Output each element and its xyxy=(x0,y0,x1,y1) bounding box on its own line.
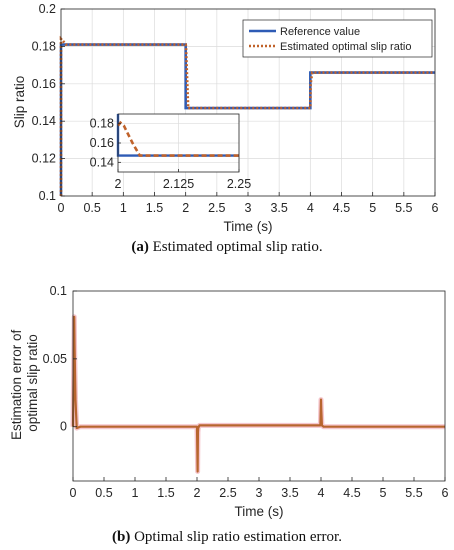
x-tick-label: 3.5 xyxy=(270,201,287,215)
chart-b: 0 0.5 1 1.5 2 2.5 3 3.5 4 4.5 5 5.5 6 0 0.05 0.1 Time (… xyxy=(9,284,449,519)
x-tick-label: 5.5 xyxy=(405,486,422,500)
chart-b-plot-area xyxy=(73,291,445,481)
y-tick-label: 0.2 xyxy=(39,2,56,16)
chart-a-xlabel: Time (s) xyxy=(224,219,273,234)
x-tick-label: 6 xyxy=(432,201,439,215)
y-tick-label: 0.14 xyxy=(32,114,56,128)
x-tick-label: 4 xyxy=(307,201,314,215)
y-tick-label: 0.18 xyxy=(32,39,56,53)
inset-y-tick-label: 0.14 xyxy=(90,155,114,169)
inset-x-tick-label: 2.125 xyxy=(163,177,194,191)
x-tick-label: 4.5 xyxy=(343,486,360,500)
legend-label-estimated: Estimated optimal slip ratio xyxy=(280,41,411,53)
chart-b-ylabel-line1: Estimation error of xyxy=(9,329,24,440)
chart-b-ylabel-line2: optimal slip ratio xyxy=(25,334,40,432)
caption-a: (a) Estimated optimal slip ratio. xyxy=(131,239,322,255)
x-tick-label: 0 xyxy=(70,486,77,500)
x-tick-label: 3 xyxy=(245,201,252,215)
y-tick-label: 0.16 xyxy=(32,77,56,91)
x-tick-label: 2.5 xyxy=(208,201,225,215)
y-tick-label: 0.12 xyxy=(32,152,56,166)
caption-b-label: b xyxy=(117,529,125,545)
x-tick-label: 0.5 xyxy=(95,486,112,500)
caption-a-label: a xyxy=(136,239,144,255)
chart-a-legend-box xyxy=(242,19,433,58)
x-tick-label: 1.5 xyxy=(146,201,163,215)
inset-estimated-line xyxy=(117,120,239,157)
caption-b-text: Optimal slip ratio estimation error. xyxy=(134,529,342,545)
x-tick-label: 2 xyxy=(194,486,201,500)
x-tick-label: 1.5 xyxy=(157,486,174,500)
inset-y-tick-label: 0.16 xyxy=(90,136,114,150)
x-tick-label: 5.5 xyxy=(395,201,412,215)
x-tick-label: 6 xyxy=(442,486,449,500)
chart-a-ylabel: Slip ratio xyxy=(12,76,27,129)
x-tick-label: 0 xyxy=(58,201,65,215)
chart-b-xlabel: Time (s) xyxy=(235,504,284,519)
chart-a: 0 0.5 1 1.5 2 2.5 3 3.5 4 4.5 5 5.5 6 0.1 0.12 0.14 0.16… xyxy=(12,2,439,234)
chart-b-ylabel: Estimation error of optimal slip ratio xyxy=(9,326,40,440)
inset-x-tick-label: 2.25 xyxy=(227,177,251,191)
chart-b-ticks: 0 0.5 1 1.5 2 2.5 3 3.5 4 4.5 5 5.5 6 0 0.05 0.1 xyxy=(43,284,449,500)
x-tick-label: 1 xyxy=(132,486,139,500)
x-tick-label: 0.5 xyxy=(83,201,100,215)
inset-ticks: 2 2.125 2.25 0.14 0.16 0.18 xyxy=(90,117,252,191)
x-tick-label: 3.5 xyxy=(281,486,298,500)
x-tick-label: 4.5 xyxy=(333,201,350,215)
x-tick-label: 2.5 xyxy=(219,486,236,500)
x-tick-label: 2 xyxy=(182,201,189,215)
y-tick-label: 0.1 xyxy=(39,189,56,203)
chart-a-inset: 2 2.125 2.25 0.14 0.16 0.18 xyxy=(90,113,252,191)
chart-a-legend: Reference value Estimated optimal slip r… xyxy=(242,19,433,58)
chart-a-ticks: 0 0.5 1 1.5 2 2.5 3 3.5 4 4.5 5 5.5 6 0.1 0.12 0.14 0.16… xyxy=(32,2,439,215)
x-tick-label: 4 xyxy=(318,486,325,500)
chart-b-series xyxy=(70,314,445,474)
caption-a-text: Estimated optimal slip ratio. xyxy=(153,239,323,255)
y-tick-label: 0 xyxy=(60,420,67,434)
series-error-line xyxy=(71,315,445,473)
inset-y-tick-label: 0.18 xyxy=(90,117,114,131)
x-tick-label: 5 xyxy=(369,201,376,215)
x-tick-label: 5 xyxy=(380,486,387,500)
y-tick-label: 0.05 xyxy=(43,352,67,366)
caption-b: (b) Optimal slip ratio estimation error. xyxy=(112,529,342,545)
legend-label-reference: Reference value xyxy=(280,26,360,38)
x-tick-label: 3 xyxy=(256,486,263,500)
y-tick-label: 0.1 xyxy=(50,284,67,298)
x-tick-label: 1 xyxy=(120,201,127,215)
inset-x-tick-label: 2 xyxy=(115,177,122,191)
